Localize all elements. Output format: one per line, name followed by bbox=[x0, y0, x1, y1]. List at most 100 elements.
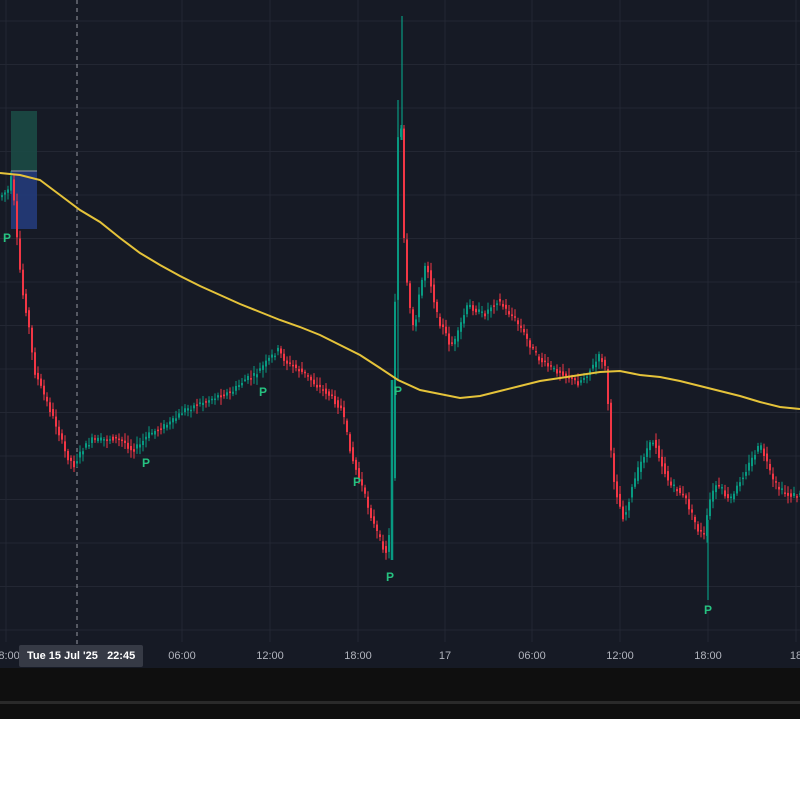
candle-body bbox=[235, 385, 237, 391]
candle-body bbox=[229, 391, 231, 393]
candle-body bbox=[538, 356, 540, 361]
candle-body bbox=[184, 408, 186, 413]
candle-body bbox=[4, 192, 6, 195]
candle-body bbox=[478, 309, 480, 312]
time-axis-tick: 18:00 bbox=[0, 650, 20, 662]
candle-body bbox=[328, 391, 330, 396]
candle-body bbox=[514, 316, 516, 318]
candle-body bbox=[88, 444, 90, 447]
candle-body bbox=[775, 481, 777, 483]
candle-body bbox=[181, 413, 183, 415]
candle-body bbox=[73, 461, 75, 468]
candle-body bbox=[97, 437, 99, 442]
candle-body bbox=[49, 402, 51, 413]
candle-body bbox=[694, 516, 696, 523]
pivot-marker-label: P bbox=[386, 570, 394, 584]
candle-body bbox=[211, 398, 213, 401]
candle-body bbox=[670, 481, 672, 486]
candle-body bbox=[634, 478, 636, 487]
candle-body bbox=[205, 401, 207, 403]
candle-body bbox=[436, 301, 438, 313]
candle-body bbox=[664, 463, 666, 474]
time-axis-tick: 12:00 bbox=[606, 650, 634, 662]
candle-body bbox=[721, 487, 723, 489]
candle-body bbox=[553, 367, 555, 370]
time-axis[interactable]: 18:00 06:00 12:00 18:00 17 06:00 12:00 18:00 18 bbox=[0, 650, 800, 662]
candle-body bbox=[31, 327, 33, 353]
candle-body bbox=[364, 487, 366, 494]
candle-body bbox=[220, 395, 222, 398]
time-axis-tick: 17 bbox=[439, 650, 451, 662]
candle-body bbox=[121, 439, 123, 442]
candle-body bbox=[52, 409, 54, 416]
position-box[interactable] bbox=[11, 111, 37, 229]
candle-body bbox=[55, 416, 57, 427]
candle-body bbox=[352, 447, 354, 462]
candle-body bbox=[166, 424, 168, 428]
candle-body bbox=[127, 442, 129, 449]
candle-body bbox=[481, 311, 483, 313]
candle-body bbox=[271, 354, 273, 358]
candle-body bbox=[376, 524, 378, 531]
candle-body bbox=[85, 443, 87, 448]
candle-body bbox=[214, 398, 216, 401]
candle-body bbox=[724, 490, 726, 497]
candle-body bbox=[640, 461, 642, 472]
candle-body bbox=[343, 407, 345, 418]
grid bbox=[0, 0, 800, 642]
candle-body bbox=[103, 439, 105, 441]
candle-body bbox=[193, 405, 195, 409]
candle-body bbox=[418, 294, 420, 318]
candle-body bbox=[190, 409, 192, 412]
candle-body bbox=[172, 418, 174, 423]
candle-body bbox=[1, 195, 3, 198]
candle-body bbox=[637, 467, 639, 481]
candle-body bbox=[616, 481, 618, 498]
candle-body bbox=[547, 363, 549, 367]
candle-body bbox=[316, 384, 318, 388]
candle-body bbox=[259, 368, 261, 371]
candle-body bbox=[337, 400, 339, 408]
candle-body bbox=[340, 405, 342, 409]
candle-body bbox=[169, 421, 171, 425]
candle-body bbox=[160, 428, 162, 430]
candle-body bbox=[550, 365, 552, 367]
candle-body bbox=[658, 445, 660, 458]
candle-body bbox=[175, 418, 177, 421]
candle-body bbox=[691, 509, 693, 513]
pivot-marker-label: P bbox=[142, 456, 150, 470]
candle-body bbox=[295, 364, 297, 368]
candle-body bbox=[697, 524, 699, 532]
candle-body bbox=[280, 348, 282, 354]
candle-body bbox=[598, 354, 600, 362]
candle-body bbox=[502, 303, 504, 307]
candle-body bbox=[16, 201, 18, 238]
candle-body bbox=[262, 365, 264, 370]
candle-body bbox=[526, 333, 528, 339]
candle-body bbox=[367, 496, 369, 508]
candle-body bbox=[28, 310, 30, 328]
time-axis-tick: 06:00 bbox=[168, 650, 196, 662]
candle-body bbox=[622, 506, 624, 520]
candle-body bbox=[748, 462, 750, 471]
candle-body bbox=[331, 394, 333, 397]
candle-body bbox=[445, 326, 447, 334]
candle-body bbox=[574, 378, 576, 381]
candle-body bbox=[310, 376, 312, 381]
candle-body bbox=[472, 305, 474, 311]
chart-panel[interactable]: P P P P P P P 18:00 06:00 12:00 18:00 17 06:00 12:00… bbox=[0, 0, 800, 668]
candle-body bbox=[265, 360, 267, 367]
price-chart[interactable]: P P P P P P P 18:00 06:00 12:00 18:00 17 06:00 12:00… bbox=[0, 0, 800, 668]
candle-body bbox=[118, 438, 120, 441]
candle-body bbox=[283, 353, 285, 361]
candle-body bbox=[361, 479, 363, 486]
candle-body bbox=[730, 496, 732, 499]
candle-body bbox=[673, 484, 675, 487]
candle-body bbox=[769, 463, 771, 471]
candles bbox=[1, 16, 800, 600]
candle-body bbox=[451, 342, 453, 344]
candle-body bbox=[643, 457, 645, 463]
pivot-marker-label: P bbox=[394, 384, 402, 398]
candle-body bbox=[424, 265, 426, 281]
candle-body bbox=[586, 376, 588, 378]
